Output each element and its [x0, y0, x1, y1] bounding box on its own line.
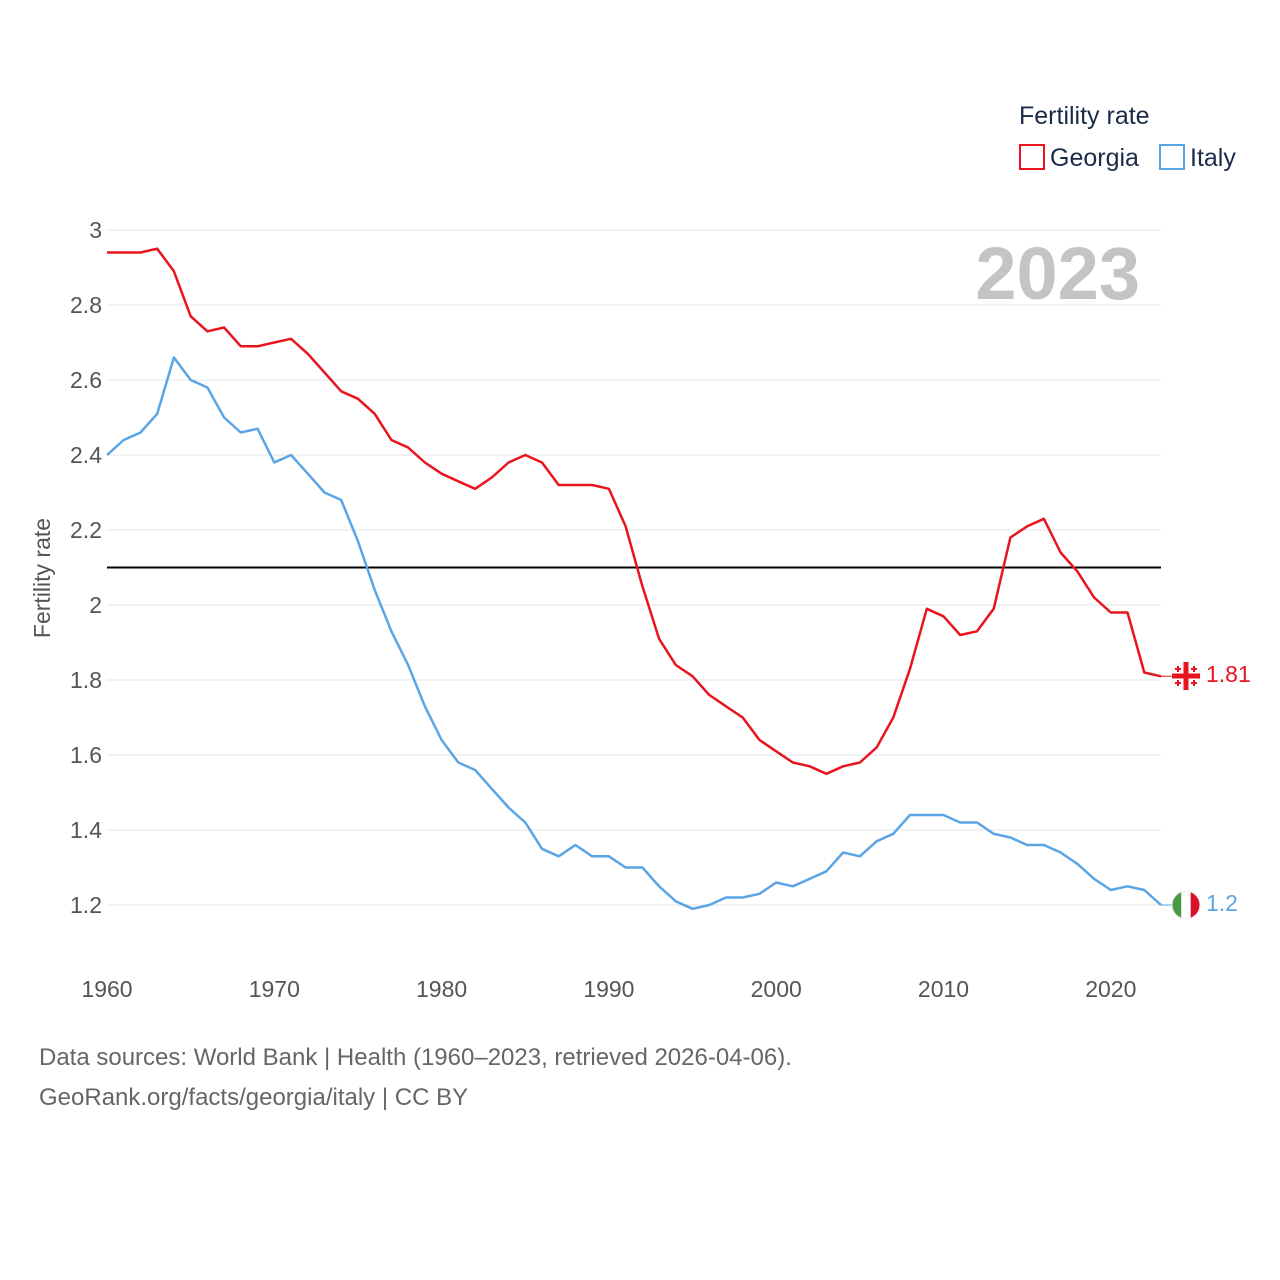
x-tick-label: 1990 — [583, 976, 634, 1002]
y-tick-label: 2.6 — [70, 367, 102, 393]
legend-title: Fertility rate — [1019, 102, 1150, 130]
x-tick-label: 1970 — [249, 976, 300, 1002]
italy-flag-icon — [1171, 890, 1201, 920]
legend-label-italy: Italy — [1190, 144, 1236, 172]
y-tick-label: 2.2 — [70, 517, 102, 543]
italy-end-label: 1.2 — [1206, 890, 1238, 916]
grid-layer — [107, 229, 1161, 906]
legend: Fertility rate Georgia Italy — [1019, 102, 1236, 172]
y-tick-label: 2.8 — [70, 292, 102, 318]
legend-label-georgia: Georgia — [1050, 144, 1139, 172]
x-tick-label: 1980 — [416, 976, 467, 1002]
y-tick-label: 3 — [89, 217, 102, 243]
x-tick-label: 1960 — [81, 976, 132, 1002]
series-line-italy — [106, 356, 1162, 911]
footer-attribution: GeoRank.org/facts/georgia/italy | CC BY — [39, 1084, 469, 1111]
y-tick-label: 1.2 — [70, 892, 102, 918]
y-tick-labels: 1.2 1.4 1.6 1.8 2 2.2 2.4 2.6 2.8 3 — [70, 217, 102, 918]
y-tick-label: 1.6 — [70, 742, 102, 768]
georgia-flag-icon — [1171, 661, 1201, 691]
y-tick-label: 2.4 — [70, 442, 102, 468]
georgia-end-label: 1.81 — [1206, 661, 1251, 687]
x-tick-label: 2000 — [751, 976, 802, 1002]
legend-swatch-italy — [1159, 144, 1185, 170]
legend-swatch-georgia — [1019, 144, 1045, 170]
x-tick-labels: 1960 1970 1980 1990 2000 2010 2020 — [81, 976, 1136, 1002]
y-tick-label: 1.4 — [70, 817, 102, 843]
year-label: 2023 — [975, 232, 1140, 315]
series-line-georgia — [107, 247, 1162, 776]
x-tick-label: 2010 — [918, 976, 969, 1002]
y-tick-label: 2 — [89, 592, 102, 618]
y-tick-label: 1.8 — [70, 667, 102, 693]
x-tick-label: 2020 — [1085, 976, 1136, 1002]
series-layer — [106, 247, 1172, 911]
y-axis-title: Fertility rate — [29, 518, 55, 638]
footer-sources: Data sources: World Bank | Health (1960–… — [39, 1044, 792, 1071]
